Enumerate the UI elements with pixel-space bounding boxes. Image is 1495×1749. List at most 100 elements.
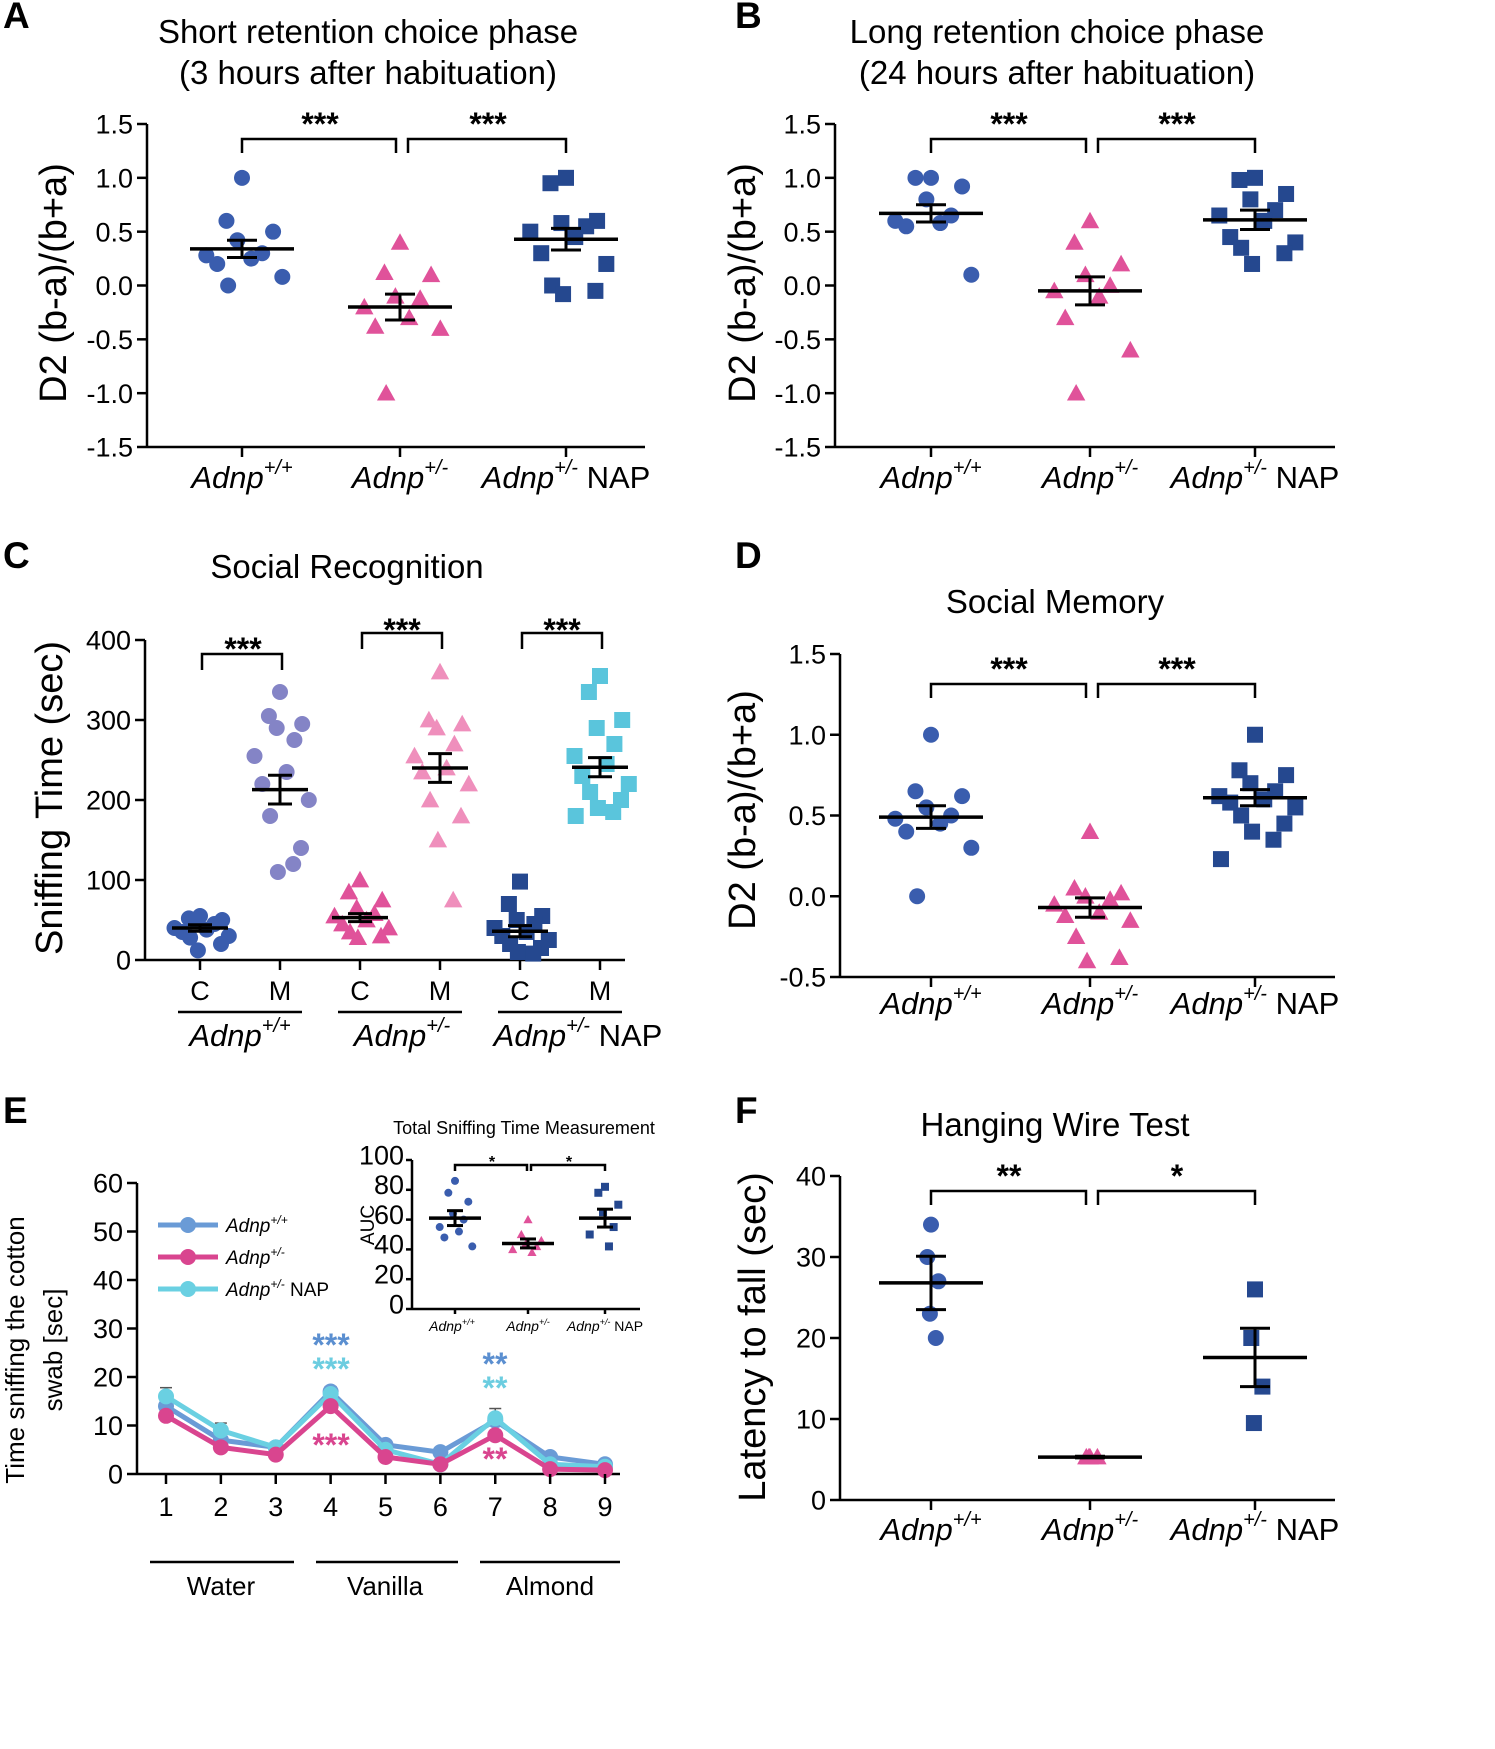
series-point-1 — [597, 1462, 613, 1479]
panel-c-x-m2: M — [429, 976, 452, 1006]
legend-marker-nap — [180, 1281, 196, 1297]
y-tick-label: 400 — [86, 626, 131, 656]
data-point — [375, 263, 394, 280]
inset-group-2: Adnp+/- — [505, 1317, 549, 1334]
data-point — [923, 169, 939, 186]
data-point — [1247, 1281, 1263, 1298]
panel-b-group-1: Adnp+/+ — [878, 457, 981, 495]
panel-c-y-ticks: 400 300 200 100 0 — [86, 626, 147, 976]
data-point — [285, 856, 302, 872]
data-point — [350, 870, 370, 888]
data-point — [963, 839, 980, 856]
data-point — [1121, 911, 1140, 928]
data-point — [558, 169, 574, 186]
data-point — [567, 229, 584, 246]
panel-label-d: D — [735, 535, 762, 576]
panel-a-title-line2: (3 hours after habituation) — [179, 54, 557, 91]
data-point — [1242, 191, 1259, 208]
panel-d-group-3: Adnp+/- NAP — [1169, 983, 1340, 1021]
data-point — [209, 255, 226, 272]
data-point — [1056, 906, 1075, 923]
x-tick-label: 7 — [488, 1492, 503, 1522]
data-point — [1276, 815, 1293, 832]
data-point — [1080, 822, 1100, 840]
panel-f-y-label: Latency to fall (sec) — [732, 1172, 774, 1501]
significance-bracket — [360, 631, 444, 649]
panel-b-group-3: Adnp+/- NAP — [1169, 457, 1340, 495]
panel-b-title-line2: (24 hours after habituation) — [859, 54, 1255, 91]
data-point — [923, 1216, 939, 1233]
inset-group-1: Adnp+/+ — [428, 1317, 475, 1334]
series-point-2 — [212, 1422, 229, 1439]
series-point-2 — [322, 1385, 339, 1402]
panel-b-title-line1: Long retention choice phase — [850, 13, 1265, 50]
legend-marker-wt — [180, 1217, 196, 1233]
panel-f-y-ticks: 40 30 20 10 0 — [796, 1162, 842, 1516]
data-point — [269, 864, 286, 880]
panel-b-marks — [835, 137, 1335, 457]
panel-e: E Time sniffing the cotton swab [sec] 60… — [0, 1090, 655, 1601]
data-point — [542, 175, 559, 192]
panel-c-group-2: Adnp+/- — [352, 1015, 451, 1053]
data-point — [444, 1188, 453, 1197]
significance-bracket — [929, 1189, 1088, 1205]
data-point — [1090, 903, 1109, 920]
data-point — [339, 882, 359, 900]
x-tick-label: 4 — [323, 1492, 338, 1522]
data-point — [1066, 383, 1086, 401]
data-point — [373, 890, 392, 908]
panel-d-group-2: Adnp+/- — [1040, 983, 1139, 1021]
data-point — [1245, 1415, 1262, 1432]
data-point — [413, 762, 432, 780]
panel-f-marks — [840, 1189, 1335, 1510]
y-tick-label: 10 — [796, 1405, 826, 1435]
y-tick-label: 200 — [86, 786, 131, 816]
data-point — [1066, 927, 1086, 944]
y-tick-label: 50 — [93, 1217, 123, 1247]
data-point — [1111, 883, 1131, 901]
data-point — [347, 898, 366, 916]
data-point — [907, 169, 924, 186]
y-tick-label: -1.5 — [774, 433, 821, 463]
panel-c-marks — [145, 631, 637, 970]
x-tick-label: 6 — [433, 1492, 448, 1522]
series-point-2 — [158, 1388, 174, 1405]
data-point — [500, 896, 517, 912]
data-point — [522, 223, 539, 240]
legend-label-nap: Adnp+/- NAP — [225, 1277, 329, 1301]
data-point — [459, 774, 478, 792]
data-point — [1244, 823, 1261, 840]
data-point — [1276, 245, 1293, 262]
panel-c-group-3: Adnp+/- NAP — [492, 1015, 663, 1053]
y-tick-label: 0.0 — [783, 271, 821, 301]
x-tick-label: 1 — [158, 1492, 173, 1522]
data-point — [1243, 1330, 1260, 1346]
panel-a-y-label: D2 (b-a)/(b+a) — [33, 163, 75, 403]
significance-bracket — [1096, 1189, 1257, 1205]
data-point — [620, 776, 637, 792]
data-point — [567, 808, 584, 824]
y-tick-label: 10 — [93, 1411, 123, 1441]
data-point — [1100, 276, 1120, 293]
significance-bracket — [520, 631, 604, 649]
y-tick-label: 60 — [93, 1169, 123, 1199]
y-tick-label: 0.0 — [95, 271, 133, 301]
y-tick-label: 20 — [796, 1324, 826, 1354]
data-point — [189, 942, 206, 959]
data-point — [1233, 807, 1250, 824]
data-point — [410, 289, 430, 306]
data-point — [527, 1247, 537, 1257]
panel-d-y-ticks: 1.5 1.0 0.5 0.0 -0.5 — [779, 640, 842, 993]
panel-d-sig-1: *** — [990, 651, 1028, 687]
y-tick-label: 1.5 — [788, 640, 826, 670]
y-tick-label: -0.5 — [779, 963, 826, 993]
data-point — [1111, 254, 1131, 272]
data-point — [379, 918, 398, 936]
data-point — [585, 1230, 594, 1239]
data-point — [333, 914, 352, 932]
x-tick-label: 5 — [378, 1492, 393, 1522]
y-tick-label: 1.5 — [783, 110, 821, 140]
data-point — [587, 282, 604, 299]
data-point — [604, 1242, 613, 1251]
